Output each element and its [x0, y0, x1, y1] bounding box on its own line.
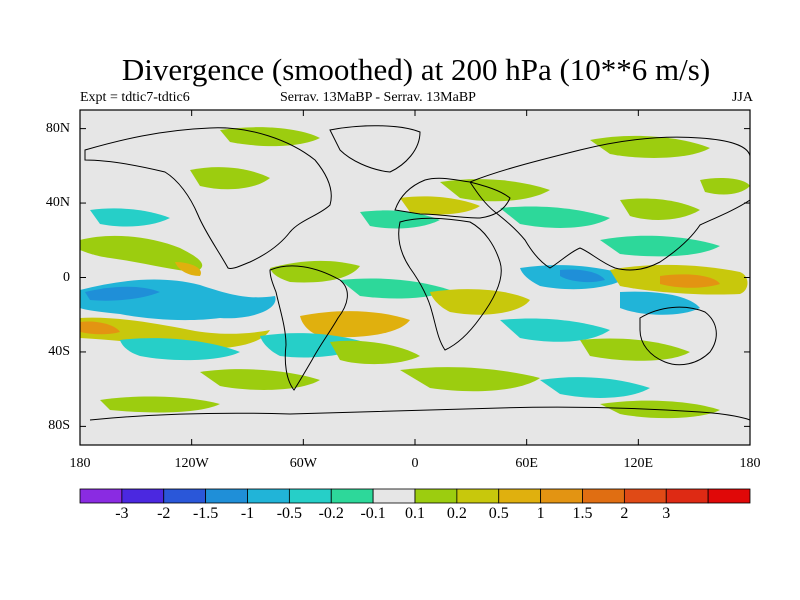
colorbar-label: 1.5 [572, 505, 593, 522]
colorbar-label: 0.1 [405, 505, 425, 522]
contour-neg-atlantic-eq [340, 278, 450, 299]
colorbar-label: -1 [240, 505, 255, 522]
contour-neg-wp-north [600, 235, 720, 257]
colorbar-label: -0.1 [360, 505, 386, 522]
contour-neg-central-asia [500, 206, 610, 228]
colorbar-swatch [540, 488, 583, 504]
coastline-asia [469, 136, 750, 271]
axis-ticks [79, 110, 751, 445]
contour-neg-australia [500, 318, 610, 342]
contour-pos-east-asia [620, 198, 700, 220]
colorbar-label: 0.2 [446, 505, 467, 522]
contour-pos-ne-pacific [700, 178, 750, 195]
colorbar-swatch [582, 488, 625, 504]
coastline-south-america [269, 265, 348, 391]
contour-pos-mediterranean [400, 196, 480, 215]
colorbar-swatch [498, 488, 542, 504]
y-tick-label: 0 [63, 269, 70, 285]
chart-title: Divergence (smoothed) at 200 hPa (10**6 … [121, 52, 711, 87]
colorbar-swatch [456, 488, 500, 504]
contour-neg-pacific-core [85, 286, 160, 301]
contour-neg-se-pacific [120, 338, 240, 361]
colorbar-label: -1.5 [192, 505, 219, 522]
colorbar-swatch [121, 488, 165, 504]
contour-pos-north-pacific [80, 235, 203, 272]
coastline-africa [398, 217, 502, 351]
coastline-north-america [84, 127, 332, 269]
contour-pos-south-pacific-core [80, 321, 120, 335]
contour-pos-antarctic [100, 396, 220, 413]
x-tick-label: 120E [623, 456, 654, 471]
contour-neg-north-pacific [90, 208, 170, 227]
coastline-australia [639, 306, 717, 366]
y-tick-label: 80N [45, 120, 70, 136]
season-label: JJA [731, 90, 753, 105]
colorbar-swatch [707, 488, 751, 504]
contour-pos-north-pacific-core [175, 262, 201, 276]
contour-pos-africa [430, 289, 530, 315]
colorbar-swatch [623, 488, 667, 504]
coastlines [84, 125, 750, 421]
experiment-label: Expt = tdtic7-tdtic6 [80, 90, 190, 105]
colorbar-label: -2 [157, 505, 171, 522]
colorbar-label: 3 [662, 505, 671, 522]
x-tick-label: 180 [69, 456, 91, 471]
colorbar-label: 2 [620, 505, 629, 522]
contour-pos-southern-ocean [200, 369, 320, 390]
colorbar-swatch [330, 488, 374, 504]
coastline-europe [394, 177, 511, 219]
comparison-label: Serrav. 13MaBP - Serrav. 13MaBP [280, 90, 476, 105]
y-tick-label: 80S [48, 418, 70, 434]
contour-pos-south-america [330, 340, 420, 365]
colorbar-swatch [288, 488, 332, 504]
x-tick-label: 60W [289, 456, 317, 471]
colorbar-swatch [163, 488, 207, 504]
colorbar-label: -0.2 [318, 505, 344, 522]
contour-neg-indo [620, 291, 700, 315]
y-tick-label: 40S [48, 343, 70, 359]
x-tick-label: 180 [739, 456, 761, 471]
colorbar-label: 1 [536, 505, 545, 522]
contour-pos-southern-ocean-2 [400, 367, 540, 392]
contour-neg-north-atlantic [360, 210, 440, 229]
colorbar-label: -3 [115, 505, 129, 522]
colorbar [79, 488, 751, 504]
x-tick-label: 0 [411, 456, 419, 471]
contour-pos-wp-core [660, 274, 720, 288]
colorbar-swatch [665, 488, 709, 504]
colorbar-label: 0.5 [488, 505, 509, 522]
x-tick-label: 120W [174, 456, 209, 471]
colorbar-swatch [79, 488, 123, 504]
contour-pos-south-indian [580, 338, 690, 361]
contour-neg-southern-ocean [540, 377, 650, 398]
colorbar-swatch [205, 488, 248, 504]
colorbar-swatch [247, 488, 290, 504]
x-tick-label: 60E [515, 456, 538, 471]
y-tick-label: 40N [45, 195, 70, 211]
colorbar-label: -0.5 [276, 505, 303, 522]
coastline-greenland [329, 125, 421, 173]
colorbar-swatch [414, 488, 458, 504]
contour-pos-atlantic-south [300, 311, 410, 338]
contour-pos-north-america [190, 167, 270, 190]
coastline-antarctica [89, 406, 750, 421]
contour-neg-indian-core [560, 269, 605, 283]
colorbar-swatch [372, 488, 416, 504]
